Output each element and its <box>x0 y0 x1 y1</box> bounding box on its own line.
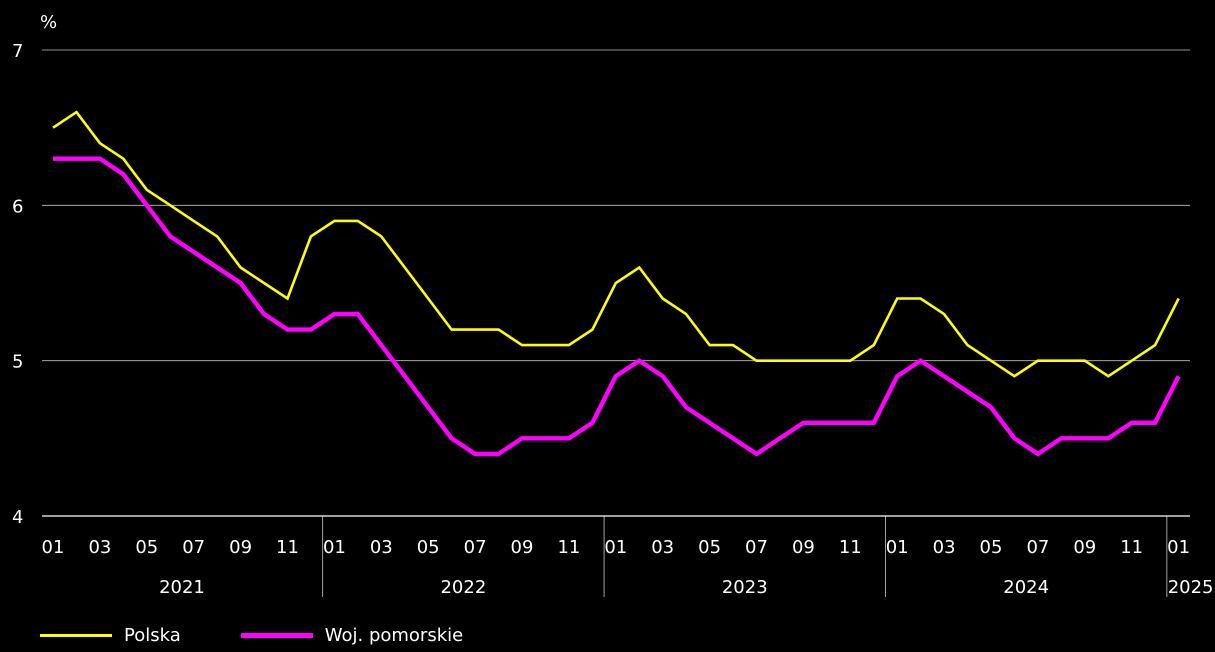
gridlines <box>42 49 1190 517</box>
axis-labels: % 4 5 6 7 01 03 05 07 09 11 01 03 05 07 09 11 01 03 05 07 09 1… <box>12 12 1214 598</box>
x-tick-label: 03 <box>88 537 111 558</box>
x-tick-label: 11 <box>839 537 862 558</box>
x-tick-label: 05 <box>417 537 440 558</box>
year-label-2021: 2021 <box>159 577 205 598</box>
year-label-2024: 2024 <box>1003 577 1049 598</box>
legend-label-woj-pomorskie: Woj. pomorskie <box>324 625 464 646</box>
legend: Polska Woj. pomorskie <box>40 625 463 646</box>
y-tick-label-4: 4 <box>12 507 23 528</box>
year-label-2023: 2023 <box>722 577 768 598</box>
y-tick-label-5: 5 <box>12 352 23 373</box>
x-tick-label: 09 <box>1073 537 1096 558</box>
legend-label-polska: Polska <box>124 625 181 646</box>
x-tick-label: 03 <box>651 537 674 558</box>
year-label-2022: 2022 <box>440 577 486 598</box>
x-tick-label: 01 <box>1167 537 1190 558</box>
x-tick-label: 05 <box>698 537 721 558</box>
x-tick-label: 05 <box>135 537 158 558</box>
x-tick-label: 03 <box>370 537 393 558</box>
y-axis-unit-label: % <box>40 12 57 33</box>
x-tick-label: 01 <box>323 537 346 558</box>
x-tick-label: 07 <box>182 537 205 558</box>
legend-swatch-woj-pomorskie <box>240 633 313 638</box>
x-tick-label: 11 <box>1120 537 1143 558</box>
x-tick-label: 09 <box>229 537 252 558</box>
x-tick-label: 01 <box>604 537 627 558</box>
series-line-polska <box>52 110 1180 378</box>
x-tick-label: 01 <box>886 537 909 558</box>
x-tick-label: 11 <box>557 537 580 558</box>
year-label-2025: 2025 <box>1168 577 1214 598</box>
x-tick-label: 01 <box>42 537 65 558</box>
x-tick-label: 07 <box>745 537 768 558</box>
y-tick-label-6: 6 <box>12 196 23 217</box>
legend-item-woj-pomorskie: Woj. pomorskie <box>240 625 464 646</box>
x-axis <box>322 516 1168 597</box>
x-tick-label: 11 <box>276 537 299 558</box>
x-tick-label: 03 <box>933 537 956 558</box>
x-tick-label: 07 <box>464 537 487 558</box>
x-tick-label: 05 <box>980 537 1003 558</box>
y-tick-label-7: 7 <box>12 41 23 62</box>
series-lines <box>52 110 1181 457</box>
series-line-woj-pomorskie <box>53 156 1181 457</box>
legend-swatch-polska <box>40 634 112 637</box>
x-tick-label: 09 <box>792 537 815 558</box>
x-tick-label: 07 <box>1026 537 1049 558</box>
legend-item-polska: Polska <box>40 625 181 646</box>
x-tick-label: 09 <box>511 537 534 558</box>
